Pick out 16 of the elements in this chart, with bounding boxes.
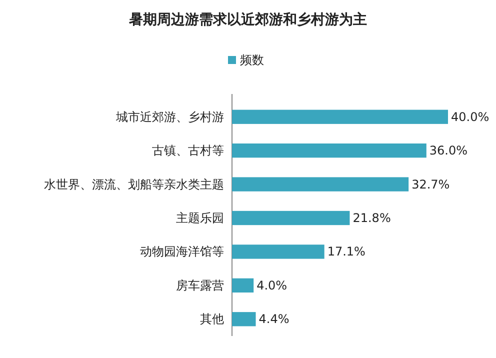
y-tick-label: 古镇、古村等	[152, 144, 224, 158]
y-tick-label: 水世界、漂流、划船等亲水类主题	[44, 177, 224, 192]
data-label: 40.0%	[451, 110, 490, 124]
data-label: 4.0%	[256, 278, 288, 292]
chart-title: 暑期周边游需求以近郊游和乡村游为主	[128, 11, 367, 28]
y-tick-label: 动物园海洋馆等	[140, 244, 224, 259]
y-tick-label: 城市近郊游、乡村游	[115, 110, 224, 124]
data-label: 32.7%	[412, 177, 450, 192]
data-label: 4.4%	[258, 312, 290, 326]
y-tick-label: 其他	[200, 312, 224, 326]
y-tick-label: 房车露营	[176, 278, 224, 292]
data-label: 17.1%	[327, 244, 366, 259]
data-label: 21.8%	[352, 211, 391, 225]
data-label: 36.0%	[429, 144, 468, 158]
legend-label: 频数	[240, 53, 264, 67]
y-tick-label: 主题乐园	[176, 211, 224, 225]
